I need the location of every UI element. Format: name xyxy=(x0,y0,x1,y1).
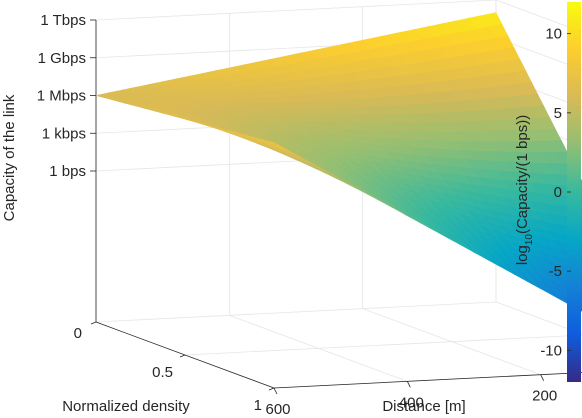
grid-line-distance-floor-3 xyxy=(495,301,582,335)
grid-line-z-back-4 xyxy=(495,0,582,33)
x-tick-mark-1 xyxy=(179,354,186,358)
y-axis-label: Distance [m] xyxy=(382,398,465,415)
grid-line-distance-floor-1 xyxy=(229,314,408,382)
grid-line-distance-floor-2 xyxy=(362,308,541,376)
x-tick-label-2: 1 xyxy=(254,397,262,414)
colorbar-tick-label-2: 0 xyxy=(554,184,562,201)
z-tick-label-0: 1 bps xyxy=(49,163,86,180)
colorbar-tick-label-1: 5 xyxy=(554,105,562,122)
y-axis-line xyxy=(273,372,582,389)
x-axis-label: Normalized density xyxy=(62,398,190,415)
y-tick-mark-3 xyxy=(273,387,278,395)
colorbar-gradient xyxy=(567,2,581,382)
axis-ticks: 1 bps 1 kbps 1 Mbps 1 Gbps 1 Tbps 0 0.5 10 200 40… xyxy=(37,12,557,418)
x-tick-label-0: 0 xyxy=(74,325,82,342)
grid-line-density-floor-0 xyxy=(95,301,497,323)
x-tick-label-1: 0.5 xyxy=(152,364,173,381)
colorbar-tick-label-3: -5 xyxy=(549,263,562,280)
grid-line-z-back-3 xyxy=(495,37,582,71)
colorbar-tick-label-0: 10 xyxy=(545,26,562,43)
y-tick-mark-1 xyxy=(540,374,545,381)
z-axis-label: Capacity of the link xyxy=(1,94,18,221)
y-tick-label-1: 200 xyxy=(532,388,557,405)
colorbar-label: log10(Capacity/(1 bps)) xyxy=(514,115,535,265)
surface-patch-29-0 xyxy=(267,140,288,151)
colorbar: 10 5 0 -5 -10 log10(Capacity/(1 bps)) xyxy=(514,2,581,382)
colorbar-ticks: 10 5 0 -5 -10 xyxy=(540,26,571,359)
grid-line-density-floor-1 xyxy=(184,334,582,356)
z-tick-label-2: 1 Mbps xyxy=(37,88,86,105)
colorbar-tick-label-4: -10 xyxy=(540,342,562,359)
z-tick-label-1: 1 kbps xyxy=(42,125,86,142)
surface-plot xyxy=(95,12,582,312)
colorbar-label-subscript: 10 xyxy=(524,234,535,246)
colorbar-label-rest: (Capacity/(1 bps)) xyxy=(514,115,531,234)
y-tick-mark-2 xyxy=(406,381,411,388)
x-tick-mark-0 xyxy=(90,321,97,325)
grid-line-z-left-4 xyxy=(95,0,497,21)
y-tick-label-2: 400 xyxy=(399,394,424,411)
x-tick-mark-2 xyxy=(268,387,275,391)
z-tick-label-4: 1 Tbps xyxy=(40,12,86,29)
y-tick-label-3: 600 xyxy=(265,401,290,418)
grid-line-density-floor-2 xyxy=(273,372,582,389)
z-tick-label-3: 1 Gbps xyxy=(38,50,86,67)
